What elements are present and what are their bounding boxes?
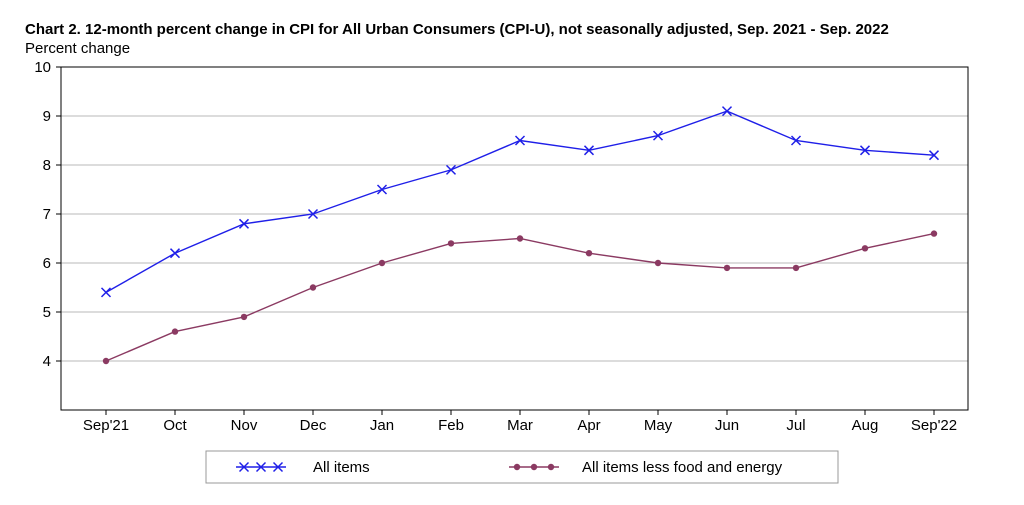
series-2	[102, 230, 938, 365]
legend-marker	[513, 463, 521, 471]
y-tick-label-7: 7	[43, 206, 51, 223]
data-point	[238, 218, 250, 229]
data-point	[583, 145, 595, 156]
legend-marker	[255, 461, 267, 473]
plot-frame	[60, 66, 969, 411]
data-point	[100, 287, 112, 298]
data-point	[928, 150, 940, 161]
data-point	[309, 284, 317, 291]
legend-item: All items	[236, 459, 370, 476]
legend-item: All items less food and energy	[509, 459, 783, 476]
x-tick-label: Sep'21	[83, 417, 129, 434]
data-point	[861, 245, 869, 252]
legend-marker	[530, 463, 538, 471]
data-point	[859, 145, 871, 156]
x-tick-label: Apr	[577, 417, 600, 434]
data-point	[171, 328, 179, 335]
data-point	[445, 164, 457, 175]
data-point	[378, 259, 386, 267]
data-point	[652, 130, 664, 141]
y-tick-label-10: 10	[34, 59, 51, 76]
data-point	[516, 235, 524, 242]
data-point	[102, 357, 110, 365]
x-tick-label: Jun	[715, 417, 739, 434]
data-point	[447, 240, 455, 247]
data-point	[240, 313, 248, 321]
legend-marker	[238, 461, 250, 473]
series	[100, 106, 940, 365]
x-tick-label: Jan	[370, 417, 394, 434]
x-tick-label: Nov	[231, 417, 258, 434]
y-tick-label-5: 5	[43, 304, 51, 321]
data-point	[585, 250, 593, 257]
x-tick-label: Aug	[852, 417, 879, 434]
data-point	[790, 135, 802, 146]
legend-label: All items less food and energy	[582, 459, 783, 476]
data-point	[514, 135, 526, 146]
series-1	[100, 106, 940, 298]
x-tick-label: Dec	[300, 417, 327, 434]
series-line	[105, 110, 935, 294]
legend-label: All items	[313, 459, 370, 476]
y-tick-label-4: 4	[43, 353, 51, 370]
gridlines	[61, 115, 968, 362]
data-point	[930, 230, 938, 237]
data-point	[792, 264, 800, 272]
axes: 4 5 6 7 8 9 10 Sep'21 Oct Nov Dec Jan Feb Mar Apr May Ju…	[34, 59, 969, 434]
y-tick-label-8: 8	[43, 157, 51, 174]
data-point	[376, 184, 388, 195]
x-tick-label: Feb	[438, 417, 464, 434]
series-line	[105, 232, 935, 362]
x-tick-label: Sep'22	[911, 417, 957, 434]
data-point	[654, 259, 662, 267]
y-tick-label-6: 6	[43, 255, 51, 272]
y-tick-label-9: 9	[43, 108, 51, 125]
data-point	[169, 248, 181, 259]
x-tick-label: Mar	[507, 417, 533, 434]
x-tick-label: Oct	[163, 417, 187, 434]
data-point	[723, 264, 731, 272]
legend-marker	[272, 461, 284, 473]
data-point	[307, 208, 319, 220]
legend-marker	[547, 463, 555, 471]
legend: All items All items less food and energy	[205, 450, 839, 484]
x-tick-label: Jul	[786, 417, 805, 434]
x-tick-label: May	[644, 417, 673, 434]
y-axis-label: Percent change	[25, 40, 131, 57]
chart-title: Chart 2. 12-month percent change in CPI …	[25, 21, 889, 38]
data-point	[721, 106, 733, 117]
